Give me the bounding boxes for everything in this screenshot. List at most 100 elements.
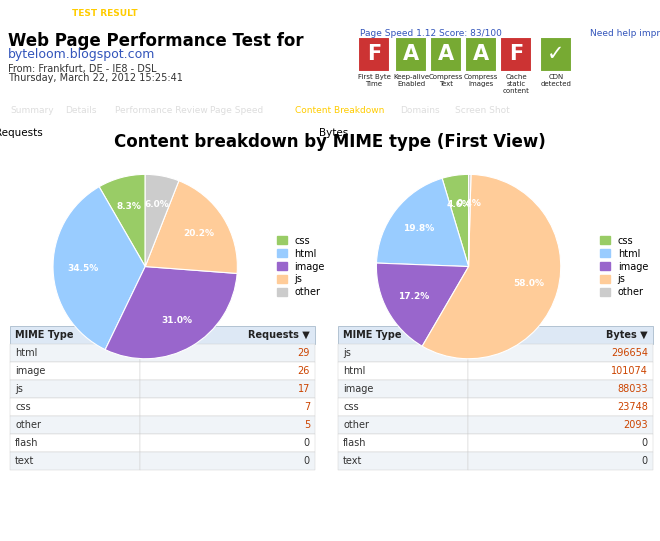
Wedge shape bbox=[53, 187, 145, 349]
Bar bbox=[358, 37, 390, 72]
Text: First Byte
Time: First Byte Time bbox=[358, 74, 391, 87]
Text: text: text bbox=[343, 456, 362, 466]
Text: Screen Shot: Screen Shot bbox=[455, 107, 510, 115]
Text: 6.0%: 6.0% bbox=[145, 201, 169, 209]
Bar bbox=[468, 452, 653, 470]
Text: flash: flash bbox=[15, 438, 38, 448]
Wedge shape bbox=[99, 174, 145, 267]
Text: Page Speed 1.12 Score: 83/100: Page Speed 1.12 Score: 83/100 bbox=[360, 29, 502, 38]
Text: CDN
detected: CDN detected bbox=[541, 74, 572, 87]
Text: TEST HISTORY: TEST HISTORY bbox=[155, 9, 218, 18]
Text: From: Frankfurt, DE - IE8 - DSL: From: Frankfurt, DE - IE8 - DSL bbox=[8, 64, 156, 74]
Bar bbox=[468, 398, 653, 416]
Bar bbox=[540, 37, 572, 72]
Text: A: A bbox=[438, 44, 454, 64]
Text: 0: 0 bbox=[304, 438, 310, 448]
Bar bbox=[338, 362, 468, 380]
Text: 26: 26 bbox=[298, 366, 310, 376]
Text: byteloom.blogspot.com: byteloom.blogspot.com bbox=[8, 48, 155, 61]
Legend: css, html, image, js, other: css, html, image, js, other bbox=[600, 236, 648, 298]
Text: Bytes: Bytes bbox=[319, 128, 348, 137]
Bar bbox=[468, 416, 653, 434]
Text: image: image bbox=[343, 384, 374, 394]
Text: Summary: Summary bbox=[10, 107, 53, 115]
Bar bbox=[10, 362, 140, 380]
Text: 20.2%: 20.2% bbox=[183, 229, 214, 237]
Bar bbox=[140, 344, 315, 362]
Text: 0: 0 bbox=[304, 456, 310, 466]
Text: Content breakdown by MIME type (First View): Content breakdown by MIME type (First Vi… bbox=[114, 133, 546, 151]
Text: Cache
static
content: Cache static content bbox=[502, 74, 529, 94]
Text: F: F bbox=[509, 44, 523, 64]
Text: 23748: 23748 bbox=[617, 402, 648, 412]
Bar bbox=[338, 380, 468, 398]
Wedge shape bbox=[422, 174, 561, 359]
Text: 0.4%: 0.4% bbox=[457, 200, 482, 208]
Text: 17.2%: 17.2% bbox=[398, 292, 429, 301]
Wedge shape bbox=[376, 179, 469, 267]
Text: 0: 0 bbox=[642, 456, 648, 466]
Text: Web Page Performance Test for: Web Page Performance Test for bbox=[8, 32, 304, 50]
Bar bbox=[395, 37, 427, 72]
Bar bbox=[338, 326, 468, 344]
Bar bbox=[468, 344, 653, 362]
Text: A: A bbox=[473, 44, 489, 64]
Text: Details: Details bbox=[65, 107, 96, 115]
Bar bbox=[140, 380, 315, 398]
Bar bbox=[10, 380, 140, 398]
Text: Page Speed: Page Speed bbox=[210, 107, 263, 115]
Bar bbox=[468, 362, 653, 380]
Bar bbox=[140, 416, 315, 434]
Bar bbox=[140, 362, 315, 380]
Wedge shape bbox=[145, 174, 179, 267]
Bar bbox=[338, 344, 468, 362]
Text: Domains: Domains bbox=[400, 107, 440, 115]
Text: css: css bbox=[15, 402, 30, 412]
Bar bbox=[500, 37, 532, 72]
Text: HOME: HOME bbox=[18, 9, 45, 18]
Text: text: text bbox=[15, 456, 34, 466]
Text: 58.0%: 58.0% bbox=[513, 279, 544, 288]
Text: 7: 7 bbox=[304, 402, 310, 412]
Bar bbox=[10, 344, 140, 362]
Text: DOCUMENTATION: DOCUMENTATION bbox=[310, 9, 389, 18]
Text: flash: flash bbox=[343, 438, 366, 448]
Text: 8.3%: 8.3% bbox=[117, 201, 141, 210]
Wedge shape bbox=[145, 181, 238, 273]
Bar bbox=[10, 416, 140, 434]
Text: Requests ▼: Requests ▼ bbox=[248, 330, 310, 340]
Text: Keep-alive
Enabled: Keep-alive Enabled bbox=[393, 74, 429, 87]
Bar bbox=[140, 434, 315, 452]
Text: F: F bbox=[367, 44, 381, 64]
Bar bbox=[140, 452, 315, 470]
Text: ✓: ✓ bbox=[547, 44, 565, 64]
Bar bbox=[338, 452, 468, 470]
Text: MIME Type: MIME Type bbox=[15, 330, 73, 340]
Text: css: css bbox=[343, 402, 358, 412]
Text: Requests: Requests bbox=[0, 128, 43, 137]
Text: other: other bbox=[15, 420, 41, 430]
Text: 2093: 2093 bbox=[624, 420, 648, 430]
Text: 5: 5 bbox=[304, 420, 310, 430]
Text: other: other bbox=[343, 420, 369, 430]
Legend: css, html, image, js, other: css, html, image, js, other bbox=[277, 236, 325, 298]
Bar bbox=[338, 398, 468, 416]
Wedge shape bbox=[469, 174, 471, 267]
Bar bbox=[10, 452, 140, 470]
Text: 4.6%: 4.6% bbox=[447, 200, 472, 209]
Text: Compress
Text: Compress Text bbox=[429, 74, 463, 87]
Text: 29: 29 bbox=[298, 348, 310, 358]
Text: js: js bbox=[343, 348, 351, 358]
Text: Thursday, March 22, 2012 15:25:41: Thursday, March 22, 2012 15:25:41 bbox=[8, 73, 183, 83]
Text: 296654: 296654 bbox=[611, 348, 648, 358]
Bar bbox=[140, 398, 315, 416]
Text: Performance Review: Performance Review bbox=[115, 107, 208, 115]
Text: html: html bbox=[15, 348, 38, 358]
Bar bbox=[338, 416, 468, 434]
Text: MIME Type: MIME Type bbox=[343, 330, 401, 340]
Wedge shape bbox=[376, 263, 469, 346]
Wedge shape bbox=[442, 174, 469, 267]
Text: FORUMS: FORUMS bbox=[250, 9, 288, 18]
Text: 34.5%: 34.5% bbox=[67, 265, 98, 273]
Text: Need help improving?: Need help improving? bbox=[590, 29, 660, 38]
